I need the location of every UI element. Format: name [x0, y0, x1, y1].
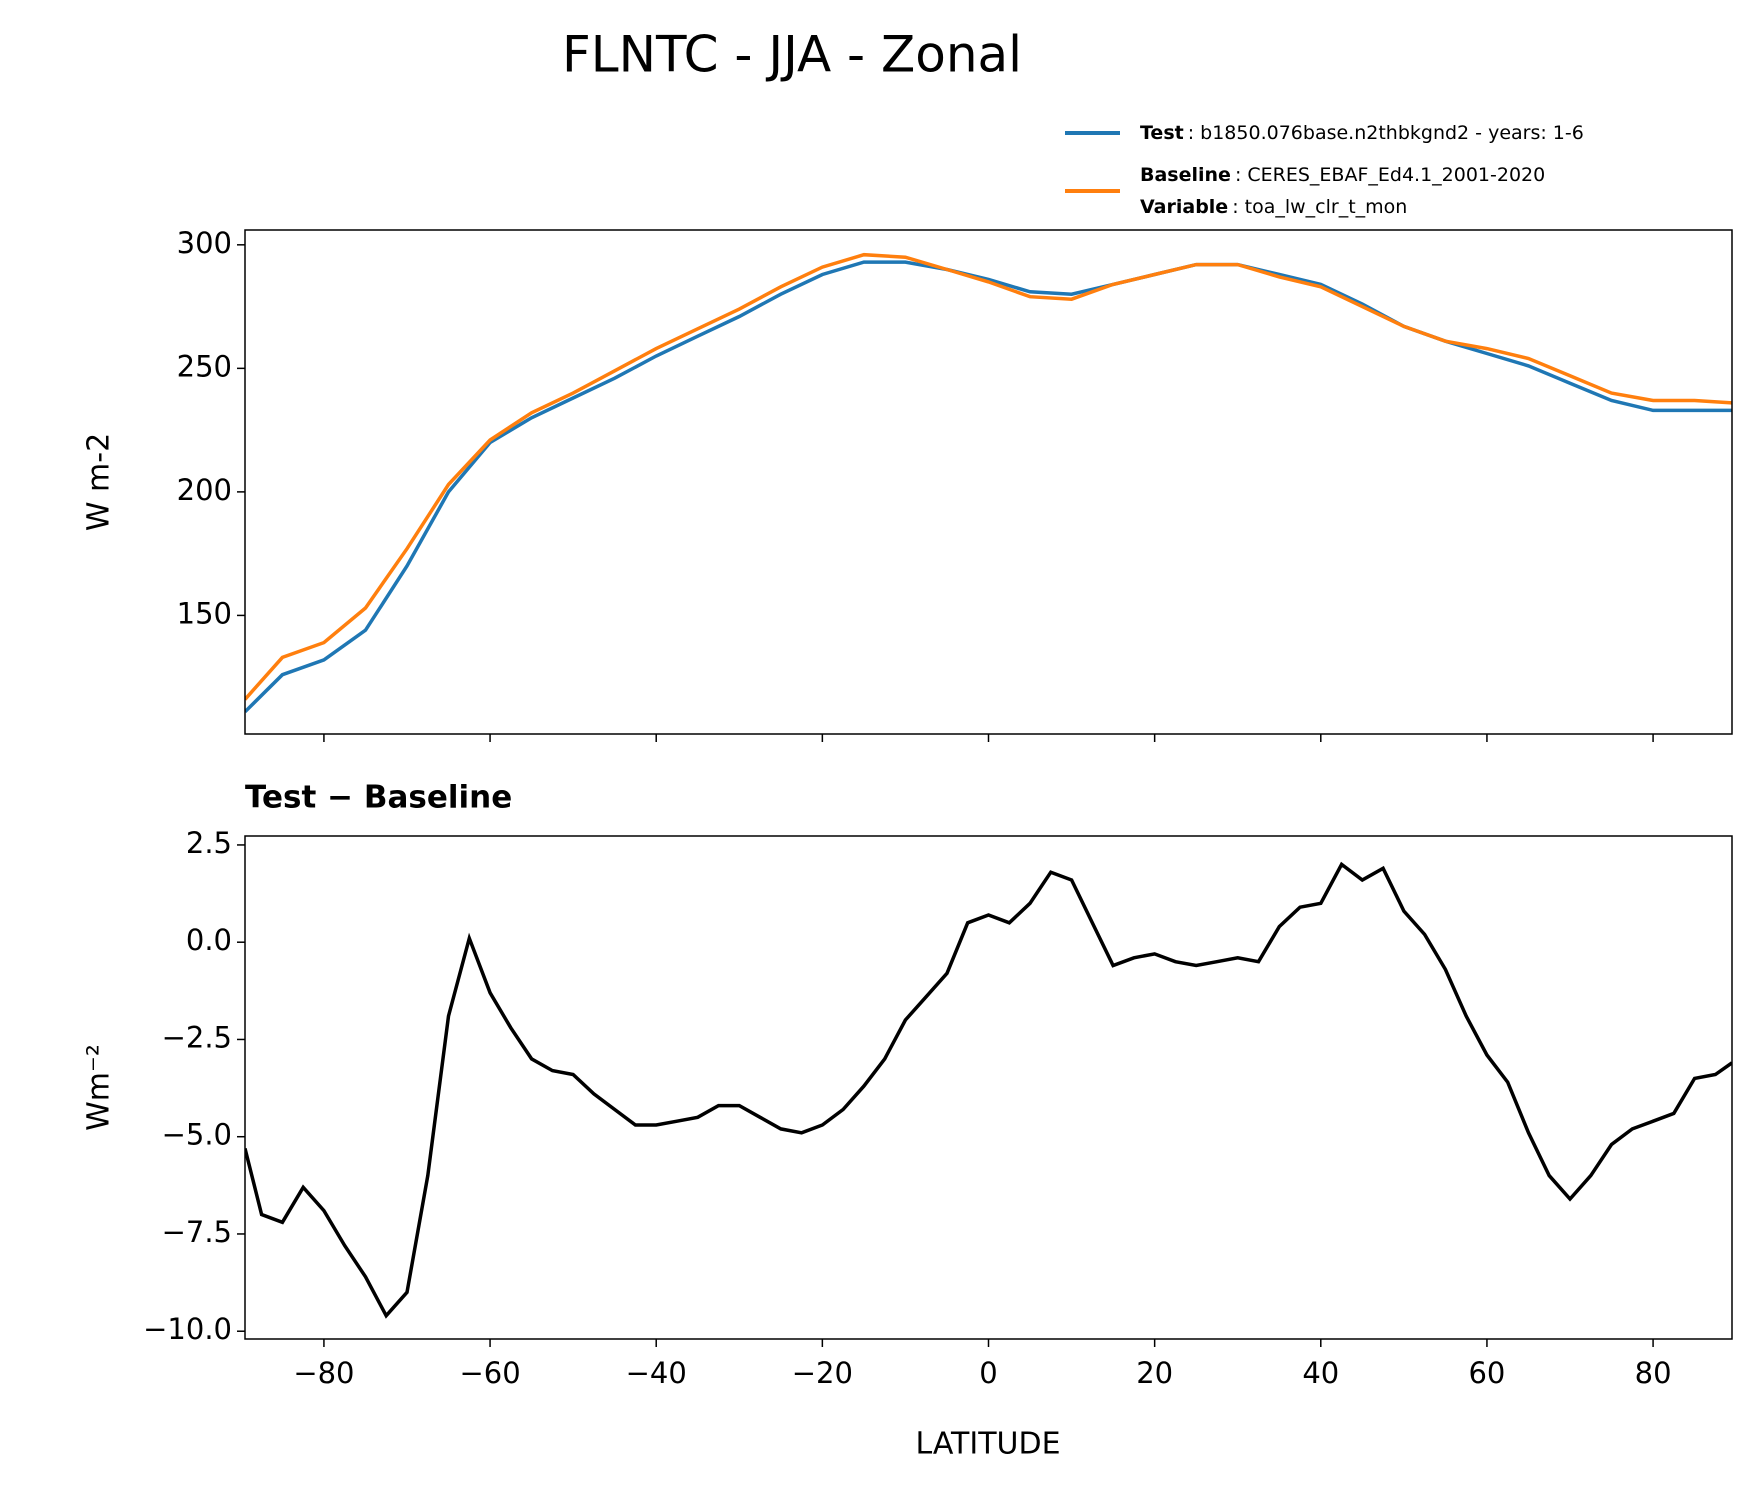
- y-tick-label: 250: [177, 349, 232, 383]
- y-tick-label: −2.5: [162, 1020, 232, 1054]
- x-tick-label: −80: [293, 1356, 354, 1390]
- y-tick-label: 2.5: [186, 826, 232, 860]
- legend-name: Baseline: [1140, 164, 1231, 186]
- legend-note-text: : toa_lw_clr_t_mon: [1232, 196, 1407, 218]
- series-line: [245, 260, 1732, 714]
- legend-name: Test: [1140, 122, 1184, 144]
- axes-frame: [244, 229, 1733, 735]
- y-axis-label: Wm⁻²: [82, 1044, 117, 1131]
- legend-label: Test: b1850.076base.n2thbkgnd2 - years: …: [1140, 122, 1584, 144]
- legend-label: Baseline: CERES_EBAF_Ed4.1_2001-2020: [1140, 164, 1545, 186]
- y-axis-label: W m-2: [82, 433, 117, 531]
- x-axis-label: LATITUDE: [915, 1427, 1060, 1462]
- y-tick-label: 200: [177, 473, 232, 507]
- legend-note-name: Variable: [1140, 196, 1228, 218]
- plot-area: [245, 861, 1732, 1319]
- chart-title: FLNTC - JJA - Zonal: [562, 26, 1022, 84]
- y-tick-label: 0.0: [186, 923, 232, 957]
- series-line: [245, 861, 1732, 1319]
- x-tick-label: 20: [1136, 1356, 1173, 1390]
- legend-description: : CERES_EBAF_Ed4.1_2001-2020: [1235, 164, 1545, 186]
- x-tick-label: 0: [979, 1356, 997, 1390]
- x-tick-label: −20: [792, 1356, 853, 1390]
- x-tick-label: 40: [1302, 1356, 1339, 1390]
- x-tick-label: −60: [459, 1356, 520, 1390]
- y-tick-label: 300: [177, 226, 232, 260]
- legend-description: : b1850.076base.n2thbkgnd2 - years: 1-6: [1188, 122, 1584, 144]
- axes-frame: [244, 835, 1733, 1340]
- y-tick-label: −5.0: [162, 1118, 232, 1152]
- legend-note: Variable: toa_lw_clr_t_mon: [1140, 196, 1407, 218]
- x-tick-label: 80: [1635, 1356, 1672, 1390]
- series-line: [245, 252, 1732, 701]
- subplot-title: Test − Baseline: [245, 780, 512, 816]
- y-tick-label: −10.0: [143, 1312, 232, 1346]
- x-tick-label: −40: [626, 1356, 687, 1390]
- y-tick-label: −7.5: [162, 1215, 232, 1249]
- plot-area: [245, 252, 1732, 714]
- x-tick-label: 60: [1468, 1356, 1505, 1390]
- y-tick-label: 150: [177, 596, 232, 630]
